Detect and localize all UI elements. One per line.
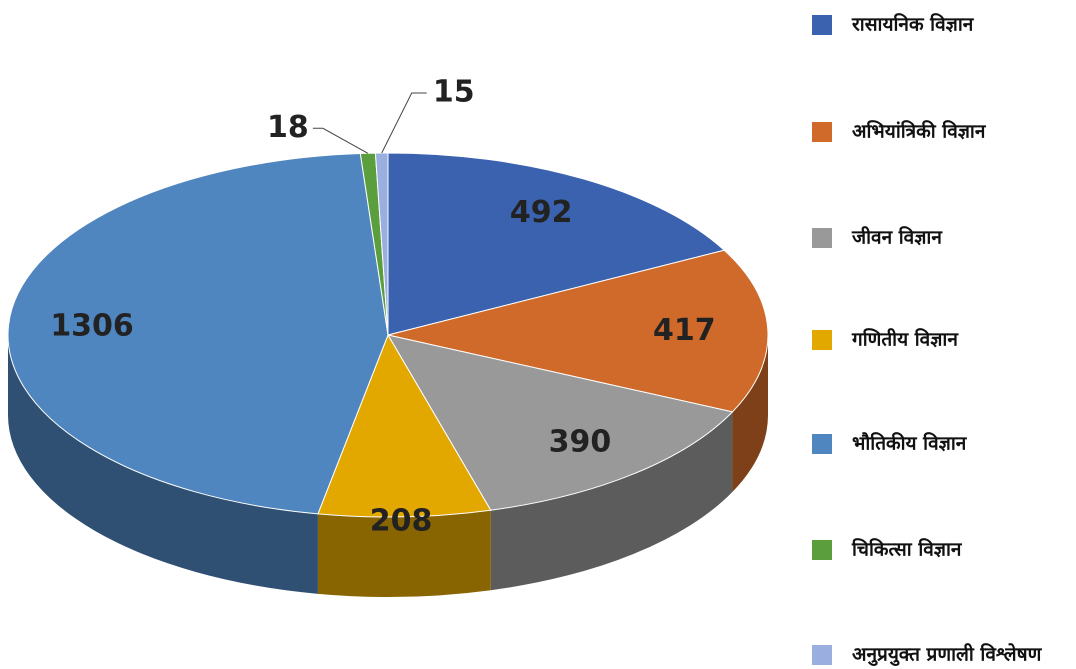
legend-swatch [812,15,832,35]
legend-swatch [812,434,832,454]
slice [7,152,389,515]
data-label: 15 [433,75,475,110]
slice [386,334,734,511]
legend-swatch [812,330,832,350]
legend-swatch [812,540,832,560]
slice [374,152,389,336]
legend-label: अभियांत्रिकी विज्ञान [852,120,987,143]
legend-label: गणितीय विज्ञान [851,328,959,351]
data-label: 417 [653,313,716,348]
slice-side [8,335,318,594]
slice [387,249,769,413]
slice [317,333,492,518]
data-label: 390 [549,425,612,460]
leader-line [381,92,427,154]
legend-label: रासायनिक विज्ञान [851,13,975,36]
legend-swatch [812,228,832,248]
slice [387,152,726,336]
leader-line [312,127,369,154]
data-label: 492 [510,195,573,230]
legend-label: जीवन विज्ञान [851,226,943,249]
data-label: 208 [370,503,433,538]
data-label: 18 [267,110,309,145]
legend-label: चिकित्सा विज्ञान [851,538,963,561]
legend-label: अनुप्रयुक्त प्रणाली विश्लेषण [852,643,1043,667]
legend-swatch [812,122,832,142]
legend-swatch [812,645,832,665]
slice-side [317,510,491,597]
legend-label: भौतिकीय विज्ञान [852,432,968,455]
data-label: 1306 [50,309,134,344]
